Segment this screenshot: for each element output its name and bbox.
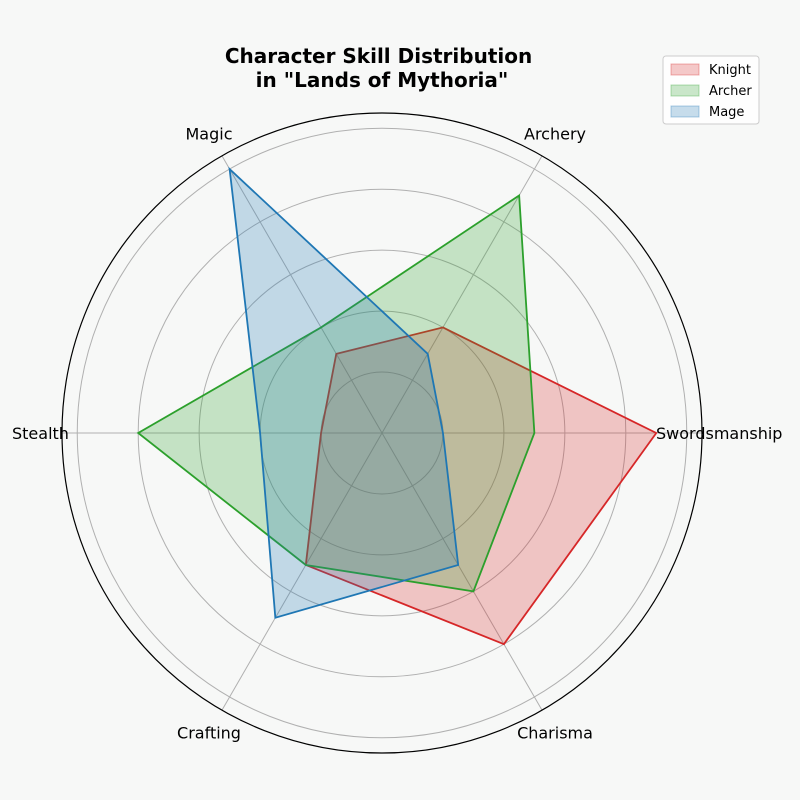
series-archer <box>136 193 536 593</box>
radar-grid <box>61 112 703 754</box>
axis-labels: Swordsmanship Archery Magic Stealth Crafting… <box>12 124 782 742</box>
chart-title-line-2: in "Lands of Mythoria" <box>256 68 509 92</box>
outer-frame <box>61 112 703 754</box>
series-line-mage <box>228 166 460 619</box>
series-line-archer <box>136 193 536 593</box>
spoke-archery <box>381 155 543 434</box>
series-knight <box>304 326 658 646</box>
chart-title-line-1: Character Skill Distribution <box>225 44 532 68</box>
series-area-knight <box>305 327 657 645</box>
legend-box <box>662 55 760 125</box>
chart-title: Character Skill Distribution in "Lands o… <box>225 44 539 92</box>
legend: Knight Archer Mage <box>662 55 760 125</box>
legend-swatch-archer <box>670 84 700 97</box>
legend-label-knight: Knight <box>709 63 751 78</box>
series-line-knight <box>304 326 658 646</box>
series-area-archer <box>138 195 535 592</box>
axis-label-charisma: Charisma <box>517 724 593 743</box>
axis-label-swordsmanship: Swordsmanship <box>656 424 782 443</box>
legend-swatch-knight <box>670 63 700 76</box>
legend-swatch-mage <box>670 105 700 118</box>
series-mage <box>228 166 460 619</box>
axis-label-archery: Archery <box>524 124 586 143</box>
spoke-charisma <box>381 432 543 711</box>
legend-label-mage: Mage <box>709 105 744 120</box>
legend-label-archer: Archer <box>709 84 752 99</box>
axis-label-stealth: Stealth <box>12 424 69 443</box>
series-area-mage <box>229 169 459 618</box>
spoke-crafting <box>221 432 383 711</box>
axis-label-magic: Magic <box>185 124 232 143</box>
radar-series <box>136 166 658 646</box>
axis-label-crafting: Crafting <box>177 724 241 743</box>
spoke-magic <box>221 155 383 434</box>
